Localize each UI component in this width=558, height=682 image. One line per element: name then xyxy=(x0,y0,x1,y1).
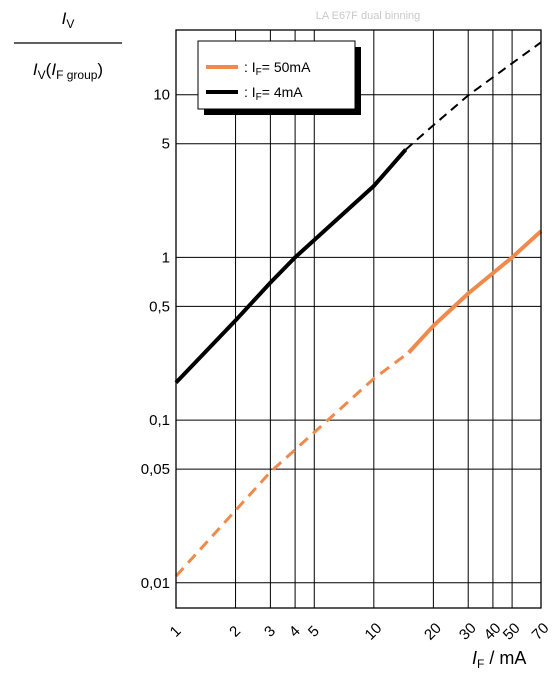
y-tick-label: 5 xyxy=(162,136,170,153)
plot-area xyxy=(176,30,541,608)
legend-label-50ma: : IF= 50mA xyxy=(244,59,311,78)
watermark: LA E67F dual binning xyxy=(316,10,421,22)
legend: : IF= 50mA : IF= 4mA xyxy=(197,40,361,115)
x-tick-label: 70 xyxy=(529,620,553,644)
y-tick-label: 1 xyxy=(162,249,170,266)
x-axis-label: IF / mA xyxy=(472,648,526,671)
series-4ma-solid-line xyxy=(174,148,408,384)
plot-frame xyxy=(175,29,542,609)
series-50ma-solid-line xyxy=(407,229,543,354)
legend-label-4ma: : IF= 4mA xyxy=(244,84,303,103)
y-tick-label: 10 xyxy=(153,87,170,104)
x-tick-label: 1 xyxy=(167,623,185,641)
y-tick-label: 0,05 xyxy=(141,461,170,478)
svg-text:IV: IV xyxy=(62,9,75,31)
x-tick-label: 5 xyxy=(305,623,323,641)
x-tick-label: 3 xyxy=(261,623,279,641)
x-tick-label: 2 xyxy=(226,623,244,641)
x-tick-label: 4 xyxy=(286,623,304,641)
y-axis-label: IV IV(IF group) xyxy=(14,9,122,82)
svg-text:IV(IF group): IV(IF group) xyxy=(33,60,103,82)
y-tick-label: 0,5 xyxy=(149,298,170,315)
y-tick-label: 0,01 xyxy=(141,575,170,592)
x-tick-label: 20 xyxy=(421,620,445,644)
x-tick-label: 10 xyxy=(362,620,386,644)
series-layer xyxy=(174,41,543,578)
legend-box xyxy=(197,40,356,110)
series-4ma-dashed-line xyxy=(405,41,542,151)
x-tick-label: 50 xyxy=(500,620,524,644)
x-tick-label: 30 xyxy=(456,620,480,644)
y-tick-label: 0,1 xyxy=(149,412,170,429)
